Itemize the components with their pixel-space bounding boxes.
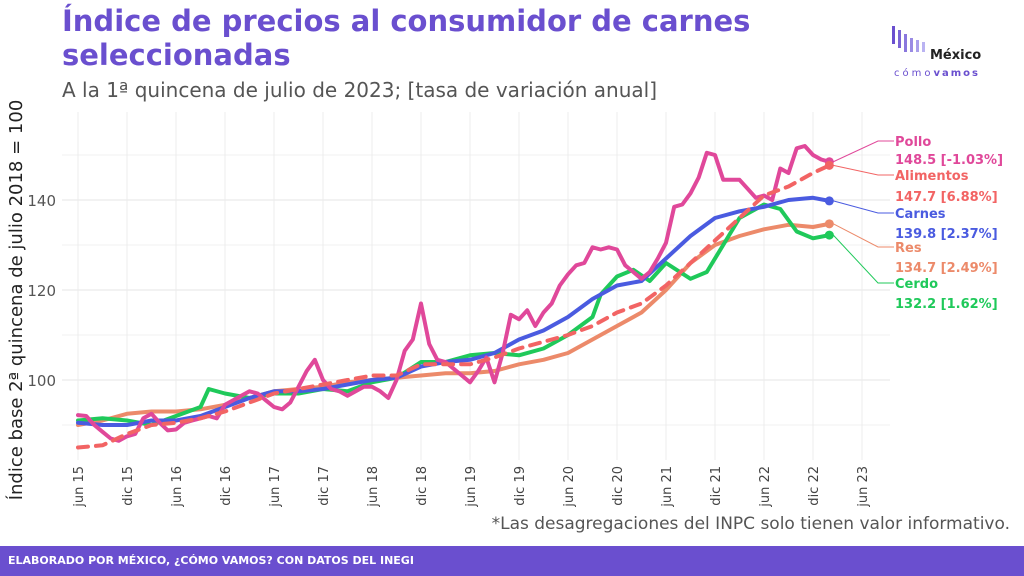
series-line-carnes — [76, 195, 832, 427]
end-point-cerdo — [824, 230, 834, 240]
x-tick-label: jun 18 — [366, 466, 381, 508]
series-name-res: Res — [895, 241, 922, 256]
leader-line-cerdo — [832, 234, 894, 284]
x-tick-label: jun 19 — [464, 466, 479, 508]
end-point-carnes — [824, 196, 834, 206]
y-axis-label: Índice base 2ª quincena de julio 2018 = … — [5, 100, 27, 501]
line-chart: 100 120 140 jun 15 dic 15 jun 16 dic 16 jun 17 d… — [5, 100, 1003, 508]
logo-subtitle: cómovamos — [894, 68, 980, 79]
series-value-carnes: 139.8 [2.37%] — [895, 227, 998, 242]
series-line-alimentos — [76, 163, 832, 450]
x-tick-label: dic 19 — [513, 466, 528, 506]
leader-line-alimentos — [833, 164, 894, 176]
footnote: *Las desagregaciones del INPC solo tiene… — [491, 514, 1010, 534]
x-tick-label: dic 22 — [807, 466, 822, 506]
leader-line-pollo — [833, 140, 894, 163]
logo-word: México — [930, 48, 982, 63]
x-tick-label: dic 17 — [317, 466, 332, 506]
series-value-alimentos: 147.7 [6.88%] — [895, 190, 998, 205]
end-point-alimentos — [824, 160, 834, 170]
x-tick-label: jun 17 — [268, 466, 283, 508]
series-name-pollo: Pollo — [895, 135, 931, 150]
x-tick-label: jun 22 — [758, 466, 773, 508]
series-line-pollo — [76, 144, 832, 443]
footer-bar: ELABORADO POR MÉXICO, ¿CÓMO VAMOS? CON D… — [0, 546, 1024, 576]
x-tick-label: dic 16 — [219, 466, 234, 506]
series-value-res: 134.7 [2.49%] — [895, 261, 998, 276]
x-tick-label: jun 20 — [562, 466, 577, 508]
series-name-alimentos: Alimentos — [895, 169, 969, 184]
end-point-res — [824, 219, 834, 229]
x-tick-label: jun 21 — [660, 466, 675, 508]
leader-line-res — [833, 223, 894, 248]
chart-subtitle: A la 1ª quincena de julio de 2023; [tasa… — [62, 78, 658, 102]
y-tick-label: 120 — [27, 282, 56, 300]
x-tick-label: dic 20 — [611, 466, 626, 506]
footer-credit: ELABORADO POR MÉXICO, ¿CÓMO VAMOS? CON D… — [8, 554, 414, 567]
x-tick-label: dic 18 — [415, 466, 430, 506]
chart-title: Índice de precios al consumidor de carne… — [62, 4, 751, 72]
x-tick-label: jun 23 — [856, 466, 871, 508]
series-name-cerdo: Cerdo — [895, 277, 938, 292]
y-tick-label: 100 — [27, 372, 56, 390]
x-tick-label: dic 21 — [709, 466, 724, 506]
logo-bars-icon — [892, 26, 925, 52]
x-tick-label: jun 16 — [170, 466, 185, 508]
series-name-carnes: Carnes — [895, 207, 946, 222]
mexico-como-vamos-logo: México cómovamos — [888, 22, 1008, 82]
y-tick-label: 140 — [27, 192, 56, 210]
series-value-pollo: 148.5 [-1.03%] — [895, 153, 1003, 168]
leader-line-carnes — [833, 200, 894, 214]
series-value-cerdo: 132.2 [1.62%] — [895, 297, 998, 312]
x-tick-label: dic 15 — [121, 466, 136, 506]
x-tick-label: jun 15 — [72, 466, 87, 508]
